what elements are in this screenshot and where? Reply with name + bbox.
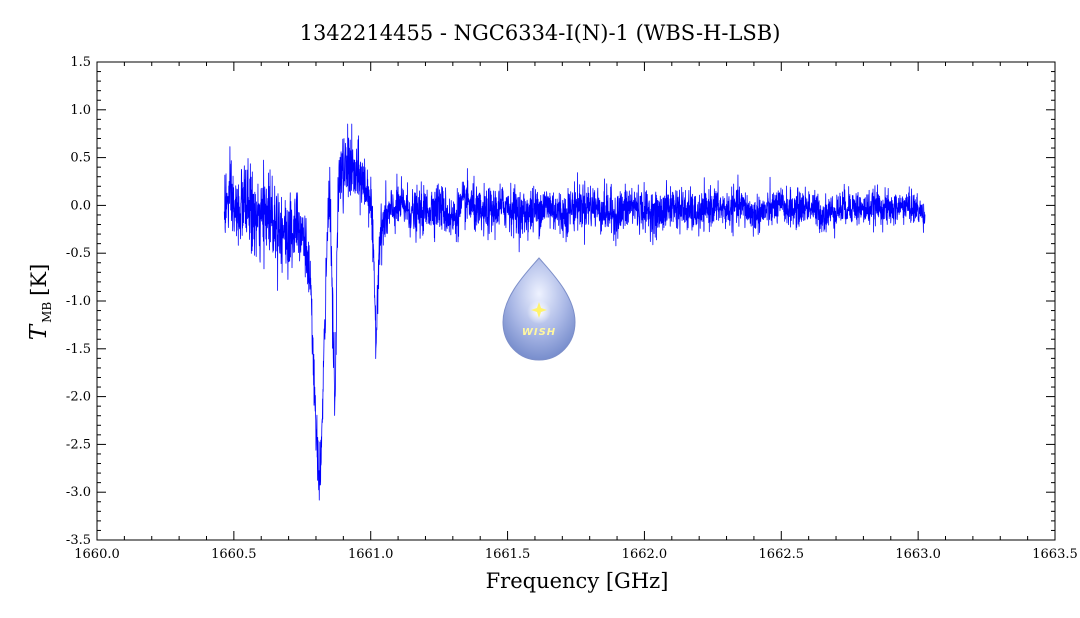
y-tick-label: -2.0 (66, 390, 91, 405)
y-tick-label: -1.0 (66, 294, 91, 309)
x-axis-label: Frequency [GHz] (486, 569, 669, 593)
y-tick-label: 0.0 (70, 198, 91, 213)
x-axis-tick-labels: 1660.0 1660.5 1661.0 1661.5 1662.0 1662.5 1663… (74, 547, 1078, 562)
spectrum-series (223, 123, 926, 501)
x-tick-label: 1660.0 (74, 547, 120, 562)
y-axis-label-unit: [K] (27, 264, 51, 296)
y-tick-label: -3.5 (66, 533, 91, 548)
y-tick-label: -2.5 (66, 437, 91, 452)
y-tick-label: 1.5 (70, 55, 91, 70)
y-tick-label: -1.5 (66, 342, 91, 357)
x-tick-label: 1660.5 (211, 547, 257, 562)
y-tick-label: -3.0 (66, 485, 91, 500)
plot-frame (96, 61, 1056, 541)
svg-text:TMB[K]: TMB [K] (26, 264, 54, 341)
x-axis-ticks (96, 62, 1056, 540)
x-tick-label: 1662.0 (622, 547, 668, 562)
spectrum-line (223, 123, 926, 501)
x-tick-label: 1663.5 (1032, 547, 1078, 562)
x-tick-label: 1661.0 (348, 547, 394, 562)
y-axis-tick-labels: -3.5 -3.0 -2.5 -2.0 -1.5 -1.0 -0.5 0.0 0.5 1.0 1.5 (66, 55, 91, 548)
y-tick-label: -0.5 (66, 246, 91, 261)
x-tick-label: 1662.5 (759, 547, 805, 562)
chart-title: 1342214455 - NGC6334-I(N)-1 (WBS-H-LSB) (300, 21, 781, 45)
wish-logo: WISH (502, 257, 576, 361)
y-tick-label: 1.0 (70, 103, 91, 118)
y-axis-label-subscript: MB (40, 302, 54, 323)
y-axis-label: TMB [K] (26, 264, 54, 341)
y-axis-ticks (97, 61, 1055, 541)
x-tick-label: 1661.5 (485, 547, 531, 562)
y-tick-label: 0.5 (70, 151, 91, 166)
wish-star-icon (531, 302, 547, 318)
wish-logo-text: WISH (522, 327, 556, 338)
y-axis-label-symbol: T (26, 323, 52, 340)
x-tick-label: 1663.0 (895, 547, 941, 562)
